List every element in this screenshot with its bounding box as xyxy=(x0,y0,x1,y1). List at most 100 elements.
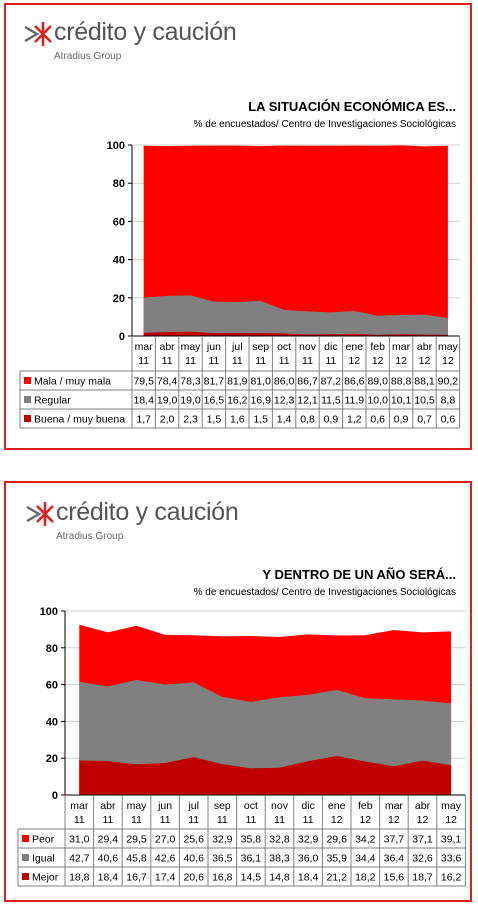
data-value-label: 34,4 xyxy=(355,853,376,865)
x-tick-label-year: 11 xyxy=(274,814,285,826)
x-tick-label-year: 11 xyxy=(245,814,256,826)
data-value-label: 32,6 xyxy=(412,853,433,865)
data-value-label: 29,5 xyxy=(126,834,147,846)
x-tick-label-month: abr xyxy=(100,800,116,812)
legend-swatch xyxy=(22,854,29,861)
data-value-label: 18,4 xyxy=(133,395,154,407)
data-value-label: 1,5 xyxy=(253,414,268,426)
data-value-label: 87,2 xyxy=(321,376,342,388)
x-tick-label-year: 11 xyxy=(302,355,313,367)
data-value-label: 18,2 xyxy=(355,872,376,884)
data-value-label: 2,0 xyxy=(160,414,175,426)
data-value-label: 1,4 xyxy=(277,414,292,426)
y-tick-label: 20 xyxy=(113,293,125,305)
x-tick-label-year: 11 xyxy=(303,814,314,826)
data-value-label: 86,7 xyxy=(297,376,318,388)
x-tick-label-year: 12 xyxy=(359,814,371,826)
x-tick-label-year: 11 xyxy=(217,814,228,826)
data-value-label: 36,0 xyxy=(298,853,319,865)
x-tick-label-year: 11 xyxy=(232,355,243,367)
x-tick-label-month: dic xyxy=(301,800,314,812)
chart-subtitle: % de encuestados/ Centro de Investigacio… xyxy=(193,587,456,598)
area-series-bottom xyxy=(143,331,448,336)
data-value-label: 86,0 xyxy=(274,376,295,388)
x-tick-label-month: nov xyxy=(299,341,317,353)
data-value-label: 2,3 xyxy=(183,414,198,426)
legend-swatch xyxy=(22,835,29,842)
y-tick-label: 80 xyxy=(113,178,125,190)
x-tick-label-month: may xyxy=(127,800,148,812)
chart-subtitle: % de encuestados/ Centro de Investigacio… xyxy=(193,119,456,130)
x-tick-label-year: 11 xyxy=(208,355,219,367)
data-value-label: 40,6 xyxy=(98,853,119,865)
area-chart: 0 20 40 60 80 100 mar 11 abr 11 may 11 jun 11 jul 11 sep… xyxy=(19,140,461,429)
x-tick-label-month: abr xyxy=(417,341,433,353)
y-tick-label: 100 xyxy=(40,606,58,618)
company-logo: crédito y caución xyxy=(26,499,239,529)
data-value-label: 86,6 xyxy=(344,376,365,388)
x-tick-label-year: 12 xyxy=(331,814,343,826)
data-value-label: 16,7 xyxy=(126,872,147,884)
legend-label: Buena / muy buena xyxy=(34,414,125,426)
x-tick-label-month: may xyxy=(181,341,202,353)
data-value-label: 25,6 xyxy=(183,834,204,846)
y-tick-label: 60 xyxy=(113,216,125,228)
data-value-label: 36,4 xyxy=(384,853,405,865)
data-value-label: 12,3 xyxy=(274,395,295,407)
area-series-top xyxy=(143,145,448,336)
data-value-label: 32,9 xyxy=(298,834,319,846)
data-value-label: 32,9 xyxy=(212,834,233,846)
x-tick-label-month: may xyxy=(438,341,459,353)
x-tick-label-month: feb xyxy=(358,800,373,812)
x-tick-label-year: 11 xyxy=(185,355,196,367)
data-value-label: 33,6 xyxy=(441,853,462,865)
data-value-label: 39,1 xyxy=(441,834,462,846)
y-tick-label: 100 xyxy=(107,140,125,152)
data-value-label: 14,8 xyxy=(269,872,290,884)
x-tick-label-month: ene xyxy=(328,800,346,812)
company-logo: crédito y caución xyxy=(24,19,237,49)
data-value-label: 40,6 xyxy=(183,853,204,865)
data-value-label: 37,7 xyxy=(384,834,405,846)
data-value-label: 37,1 xyxy=(412,834,433,846)
data-value-label: 0,9 xyxy=(324,414,339,426)
data-value-label: 89,0 xyxy=(367,376,388,388)
legend-swatch xyxy=(24,377,31,384)
x-tick-label-month: mar xyxy=(70,800,89,812)
x-tick-label-year: 12 xyxy=(388,814,400,826)
x-tick-label-year: 11 xyxy=(188,814,199,826)
y-tick-label: 40 xyxy=(46,716,58,728)
chart-panel-futuro: crédito y caución Atradius Group Y DENTR… xyxy=(4,481,472,902)
x-tick-label-month: feb xyxy=(370,341,385,353)
data-value-label: 29,6 xyxy=(326,834,347,846)
x-tick-label-month: sep xyxy=(214,800,231,812)
data-value-label: 14,5 xyxy=(241,872,262,884)
logo-subtitle: Atradius Group xyxy=(56,531,124,542)
area-series-middle xyxy=(143,295,448,336)
logo-arrow-icon xyxy=(26,502,54,526)
data-value-label: 88,8 xyxy=(391,376,412,388)
logo-subtitle: Atradius Group xyxy=(54,51,122,62)
data-value-label: 19,0 xyxy=(180,395,201,407)
data-value-label: 18,8 xyxy=(69,872,90,884)
data-value-label: 16,8 xyxy=(212,872,233,884)
data-value-label: 29,4 xyxy=(98,834,119,846)
logo-arrow-icon xyxy=(24,22,52,46)
x-tick-label-year: 12 xyxy=(419,355,431,367)
data-value-label: 10,0 xyxy=(367,395,388,407)
data-value-label: 34,2 xyxy=(355,834,376,846)
data-value-label: 10,1 xyxy=(391,395,412,407)
data-value-label: 42,6 xyxy=(155,853,176,865)
x-tick-label-month: mar xyxy=(135,341,154,353)
data-value-label: 78,3 xyxy=(180,376,201,388)
logo-text: crédito y caución xyxy=(54,18,237,46)
data-value-label: 1,7 xyxy=(136,414,151,426)
x-tick-label-month: may xyxy=(441,800,462,812)
data-value-label: 20,6 xyxy=(183,872,204,884)
x-tick-label-month: jul xyxy=(187,800,199,812)
data-value-label: 45,8 xyxy=(126,853,147,865)
data-value-label: 0,9 xyxy=(394,414,409,426)
data-value-label: 16,5 xyxy=(204,395,225,407)
data-value-label: 32,8 xyxy=(269,834,290,846)
data-value-label: 18,4 xyxy=(298,872,319,884)
